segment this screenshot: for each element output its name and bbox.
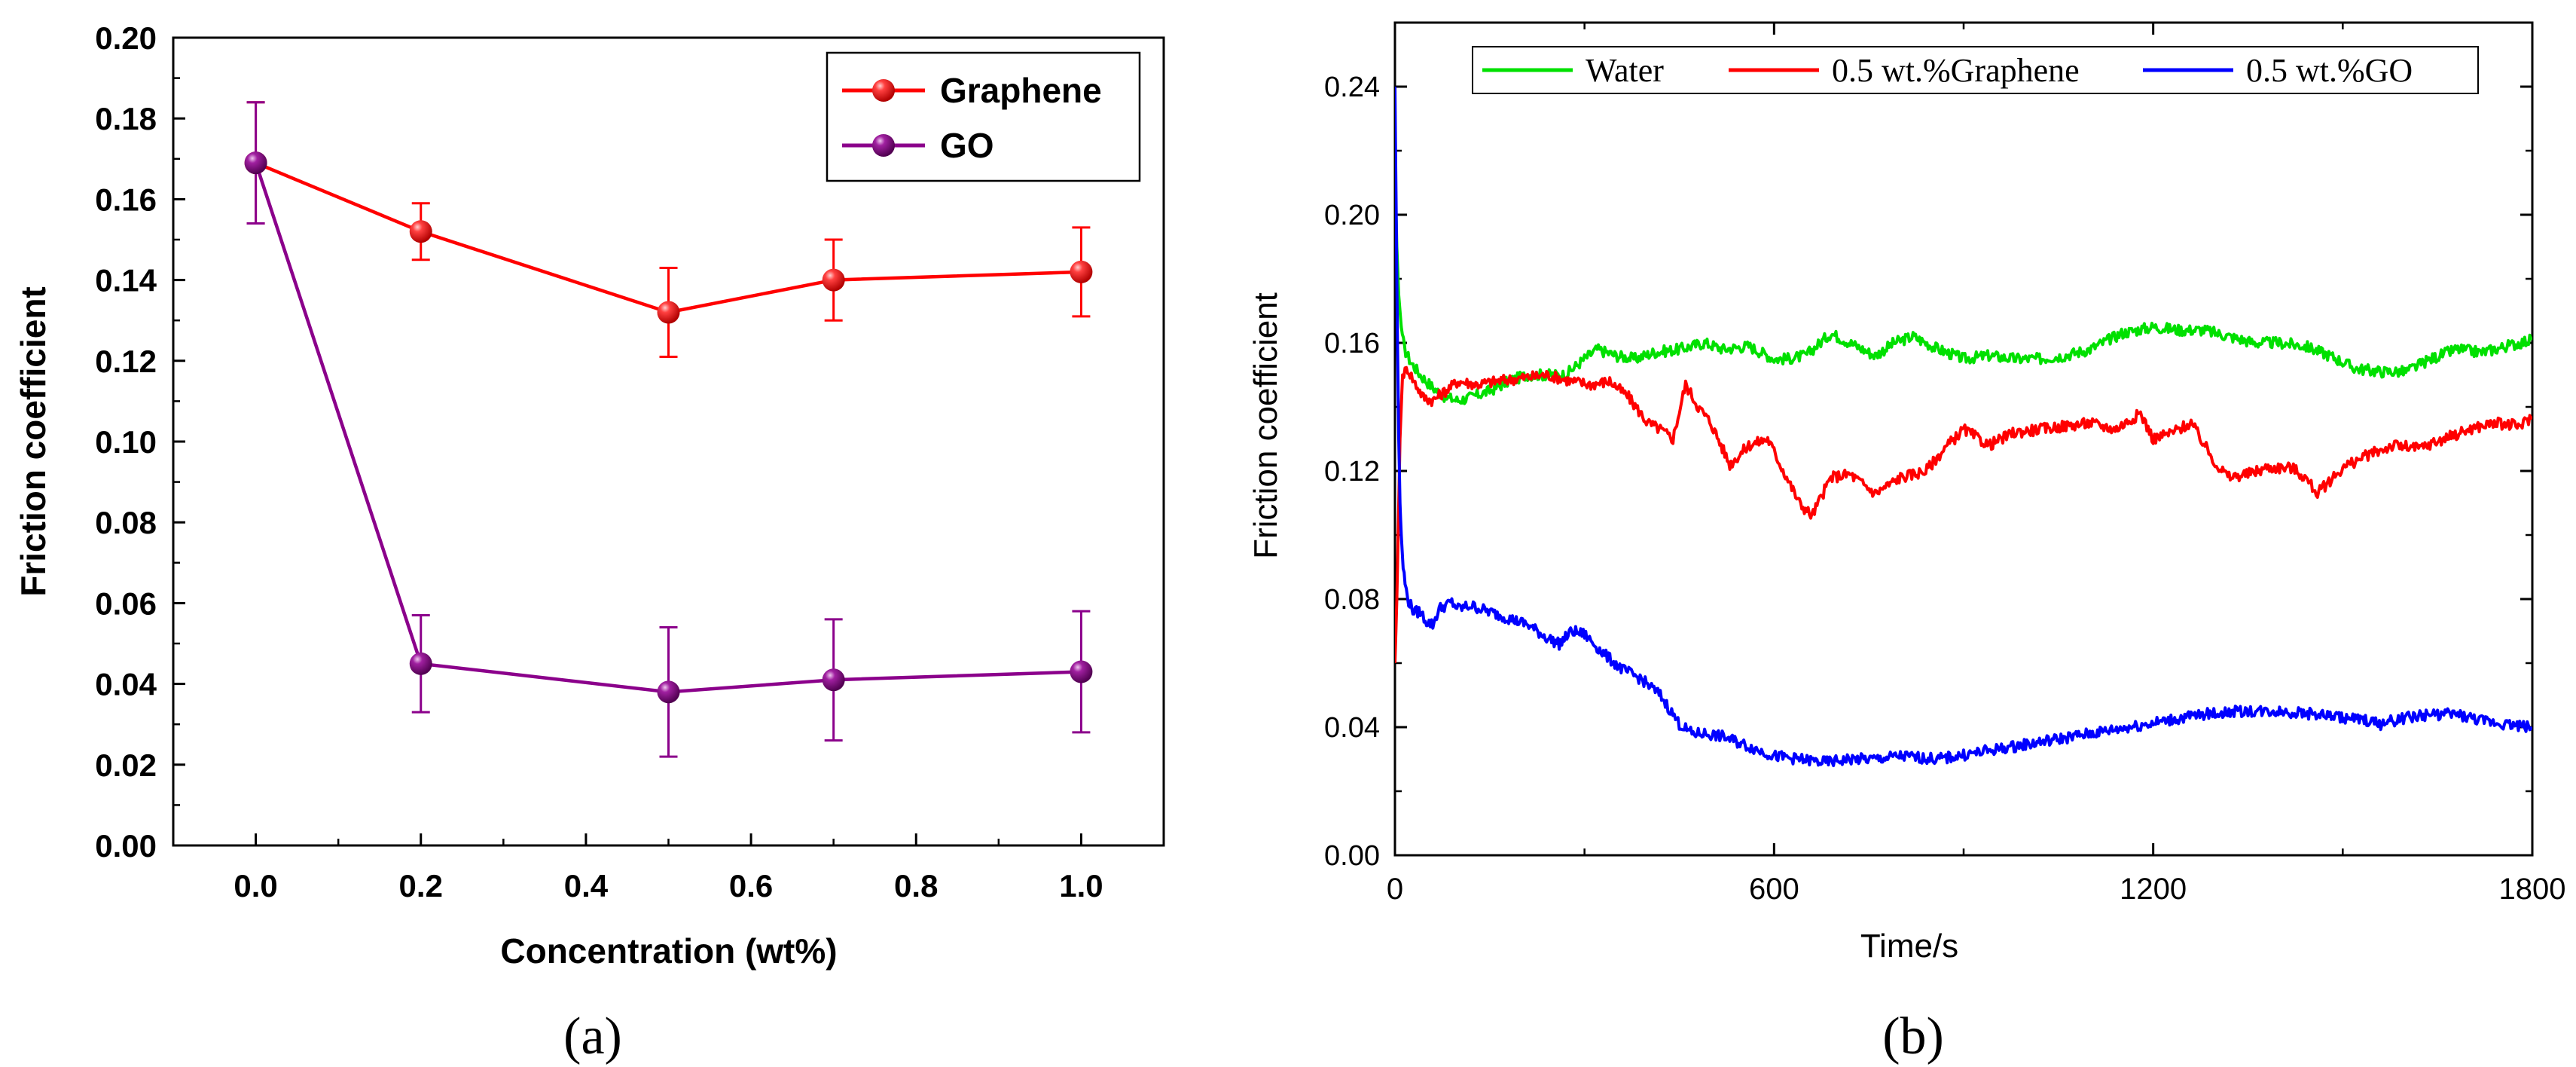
chart-a-y-tick-label: 0.08	[95, 505, 157, 540]
legend-marker-go	[872, 134, 895, 157]
chart-a-y-tick-label: 0.00	[95, 828, 157, 864]
chart-a-x-tick-label: 0.4	[564, 868, 609, 903]
chart-a-y-tick-label: 0.20	[95, 20, 157, 56]
chart-b-y-tick-labels: 0.00 0.04 0.08 0.12 0.16 0.20 0.24	[1324, 72, 1380, 872]
chart-b-ticks	[1393, 23, 2534, 857]
data-point-go	[657, 680, 680, 704]
chart-a-y-tick-label: 0.12	[95, 344, 157, 379]
chart-b-y-tick-label: 0.00	[1324, 840, 1380, 872]
chart-a-y-tick-label: 0.18	[95, 101, 157, 136]
chart-a-y-tick-label: 0.06	[95, 585, 157, 621]
chart-a-x-tick-label: 0.8	[894, 868, 938, 903]
chart-b-y-tick-label: 0.04	[1324, 712, 1380, 744]
chart-b-y-tick-label: 0.20	[1324, 200, 1380, 231]
chart-a-x-tick-labels: 0.0 0.2 0.4 0.6 0.8 1.0	[233, 868, 1103, 903]
chart-b-y-tick-label: 0.12	[1324, 456, 1380, 488]
trace-water	[1395, 167, 2532, 405]
chart-a-series	[244, 101, 1093, 758]
legend-marker-graphene	[872, 79, 895, 102]
chart-a-x-tick-label: 0.6	[729, 868, 773, 903]
data-point-graphene	[409, 220, 432, 243]
chart-a-y-tick-label: 0.02	[95, 748, 157, 783]
chart-b-y-tick-label: 0.24	[1324, 72, 1380, 103]
panel-label-a: (a)	[563, 1007, 622, 1065]
data-point-go	[822, 668, 845, 692]
chart-a-y-tick-label: 0.14	[95, 263, 157, 298]
data-point-go	[244, 151, 267, 175]
trace-0-5-wt-graphene	[1395, 365, 2532, 664]
data-point-graphene	[657, 301, 680, 324]
chart-b-y-tick-label: 0.16	[1324, 328, 1380, 359]
chart-a-y-tick-label: 0.16	[95, 182, 157, 217]
chart-a-x-tick-label: 0.2	[399, 868, 443, 903]
chart-b-y-tick-label: 0.08	[1324, 584, 1380, 616]
chart-a-legend-box	[826, 51, 1141, 182]
series-go	[244, 101, 1093, 758]
data-point-go	[409, 652, 432, 675]
data-point-graphene	[822, 268, 845, 292]
chart-a-y-axis-label: Friction coefficient	[14, 286, 53, 596]
chart-b-x-tick-label: 600	[1749, 873, 1799, 906]
chart-a-y-tick-label: 0.04	[95, 667, 157, 702]
chart-b-frame	[1393, 21, 2534, 857]
panel-label-b: (b)	[1882, 1007, 1944, 1065]
chart-b-x-tick-label: 1800	[2499, 873, 2566, 906]
chart-b: 0.00 0.04 0.08 0.12 0.16 0.20 0.24 0 600 1200 180…	[1247, 21, 2566, 1065]
chart-a-ticks	[172, 36, 1165, 847]
chart-b-legend-box	[1472, 46, 2479, 94]
chart-a-x-tick-label: 1.0	[1059, 868, 1103, 903]
data-point-graphene	[1070, 260, 1093, 283]
chart-a-legend: Graphene GO	[826, 51, 1141, 182]
trace-0-5-wt-go	[1395, 86, 2532, 768]
legend-label-go-b: 0.5 wt.%GO	[2246, 52, 2413, 89]
chart-b-legend: Water 0.5 wt.%Graphene 0.5 wt.%GO	[1472, 46, 2479, 94]
chart-b-y-axis-label: Friction coefficient	[1247, 292, 1284, 559]
series-line-go	[254, 162, 1082, 694]
chart-a-y-tick-labels: 0.00 0.02 0.04 0.06 0.08 0.10 0.12 0.14 0.16 0.18…	[95, 20, 157, 864]
legend-label-graphene-b: 0.5 wt.%Graphene	[1832, 52, 2080, 89]
legend-label-graphene: Graphene	[940, 71, 1102, 110]
data-point-go	[1070, 660, 1093, 683]
chart-b-x-axis-label: Time/s	[1860, 928, 1958, 965]
chart-b-series	[1395, 86, 2532, 768]
chart-a-x-axis-label: Concentration (wt%)	[500, 931, 837, 971]
chart-b-x-tick-labels: 0 600 1200 1800	[1387, 873, 2566, 906]
chart-a-y-tick-label: 0.10	[95, 424, 157, 460]
chart-a-x-tick-label: 0.0	[233, 868, 277, 903]
legend-label-go: GO	[940, 126, 994, 165]
legend-label-water: Water	[1586, 52, 1664, 89]
chart-b-x-tick-label: 0	[1387, 873, 1403, 906]
chart-a: 0.00 0.02 0.04 0.06 0.08 0.10 0.12 0.14 0.16 0.18…	[14, 20, 1165, 1065]
chart-b-x-tick-label: 1200	[2120, 873, 2187, 906]
